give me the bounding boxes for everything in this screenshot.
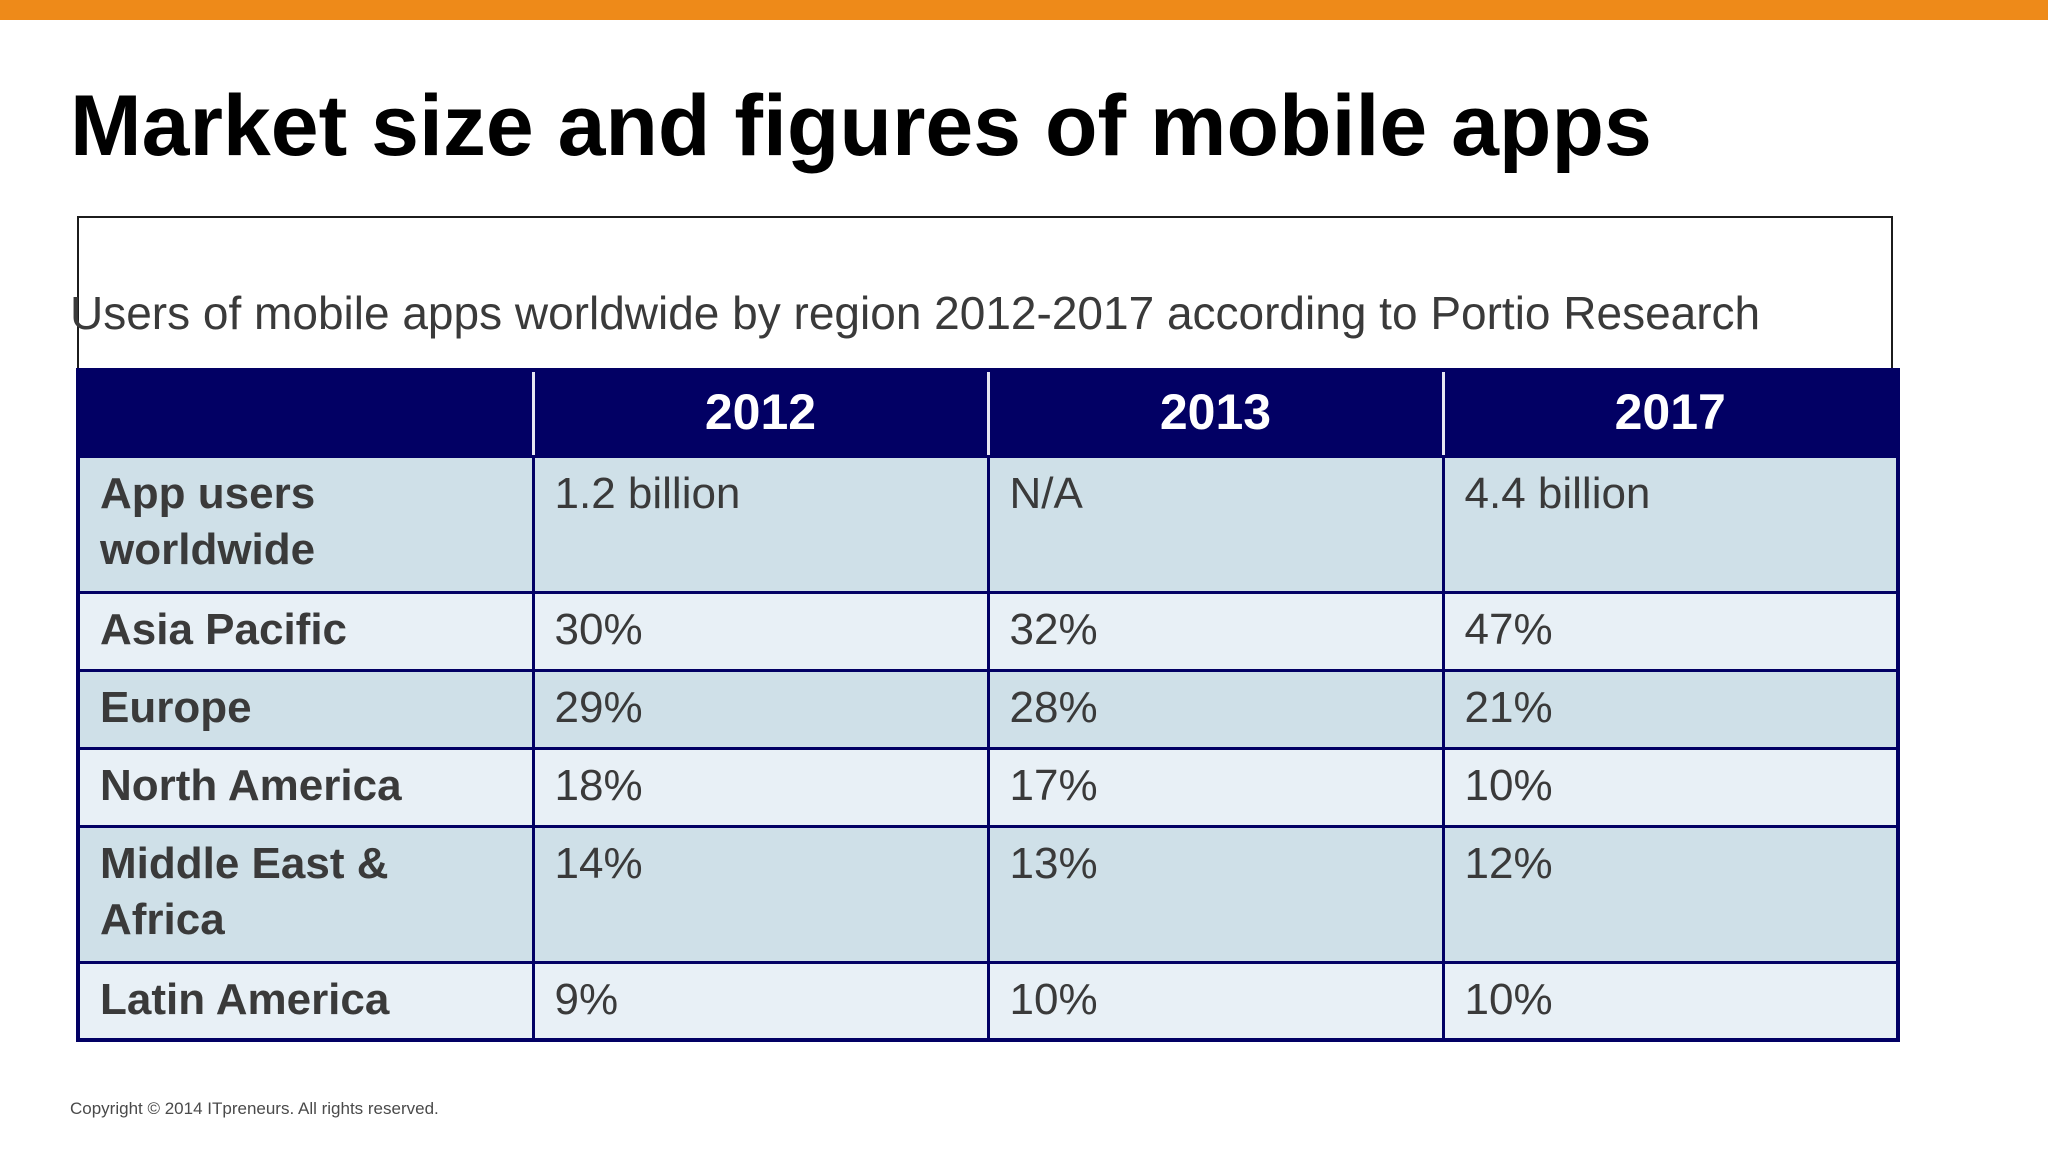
- table-cell: 12%: [1441, 824, 1900, 964]
- table-cell: 18%: [531, 746, 990, 828]
- row-label: Middle East & Africa: [76, 824, 535, 964]
- table-row: Europe 29% 28% 21%: [76, 668, 1900, 750]
- table-header-row: 2012 2013 2017: [76, 368, 1900, 458]
- table-row: North America 18% 17% 10%: [76, 746, 1900, 828]
- table-cell: 21%: [1441, 668, 1900, 750]
- header-cell-2017: 2017: [1441, 368, 1900, 458]
- table-caption: Users of mobile apps worldwide by region…: [70, 287, 1761, 339]
- table-cell: 28%: [986, 668, 1445, 750]
- table-cell: 14%: [531, 824, 990, 964]
- table-cell: 47%: [1441, 590, 1900, 672]
- row-label: Asia Pacific: [76, 590, 535, 672]
- table-cell: 13%: [986, 824, 1445, 964]
- table-cell: 1.2 billion: [531, 454, 990, 594]
- top-accent-bar: [0, 0, 2048, 20]
- table-cell: 29%: [531, 668, 990, 750]
- table-cell: 10%: [1441, 960, 1900, 1042]
- table-cell: N/A: [986, 454, 1445, 594]
- table-row: Latin America 9% 10% 10%: [76, 960, 1900, 1042]
- row-label: App users worldwide: [76, 454, 535, 594]
- table-cell: 32%: [986, 590, 1445, 672]
- table-cell: 9%: [531, 960, 990, 1042]
- table-cell: 4.4 billion: [1441, 454, 1900, 594]
- row-label: Europe: [76, 668, 535, 750]
- header-cell-2012: 2012: [531, 368, 990, 458]
- mobile-app-users-table: 2012 2013 2017 App users worldwide 1.2 b…: [76, 368, 1900, 1042]
- row-label: Latin America: [76, 960, 535, 1042]
- table-cell: 17%: [986, 746, 1445, 828]
- row-label: North America: [76, 746, 535, 828]
- header-cell-region: [76, 368, 535, 458]
- copyright-footer: Copyright © 2014 ITpreneurs. All rights …: [70, 1099, 439, 1118]
- header-cell-2013: 2013: [986, 368, 1445, 458]
- table-cell: 10%: [1441, 746, 1900, 828]
- table-cell: 10%: [986, 960, 1445, 1042]
- table-row: Asia Pacific 30% 32% 47%: [76, 590, 1900, 672]
- slide-title: Market size and figures of mobile apps: [70, 78, 1652, 174]
- table-row: Middle East & Africa 14% 13% 12%: [76, 824, 1900, 964]
- table-cell: 30%: [531, 590, 990, 672]
- table-caption-box: [77, 216, 1893, 368]
- table-row: App users worldwide 1.2 billion N/A 4.4 …: [76, 454, 1900, 594]
